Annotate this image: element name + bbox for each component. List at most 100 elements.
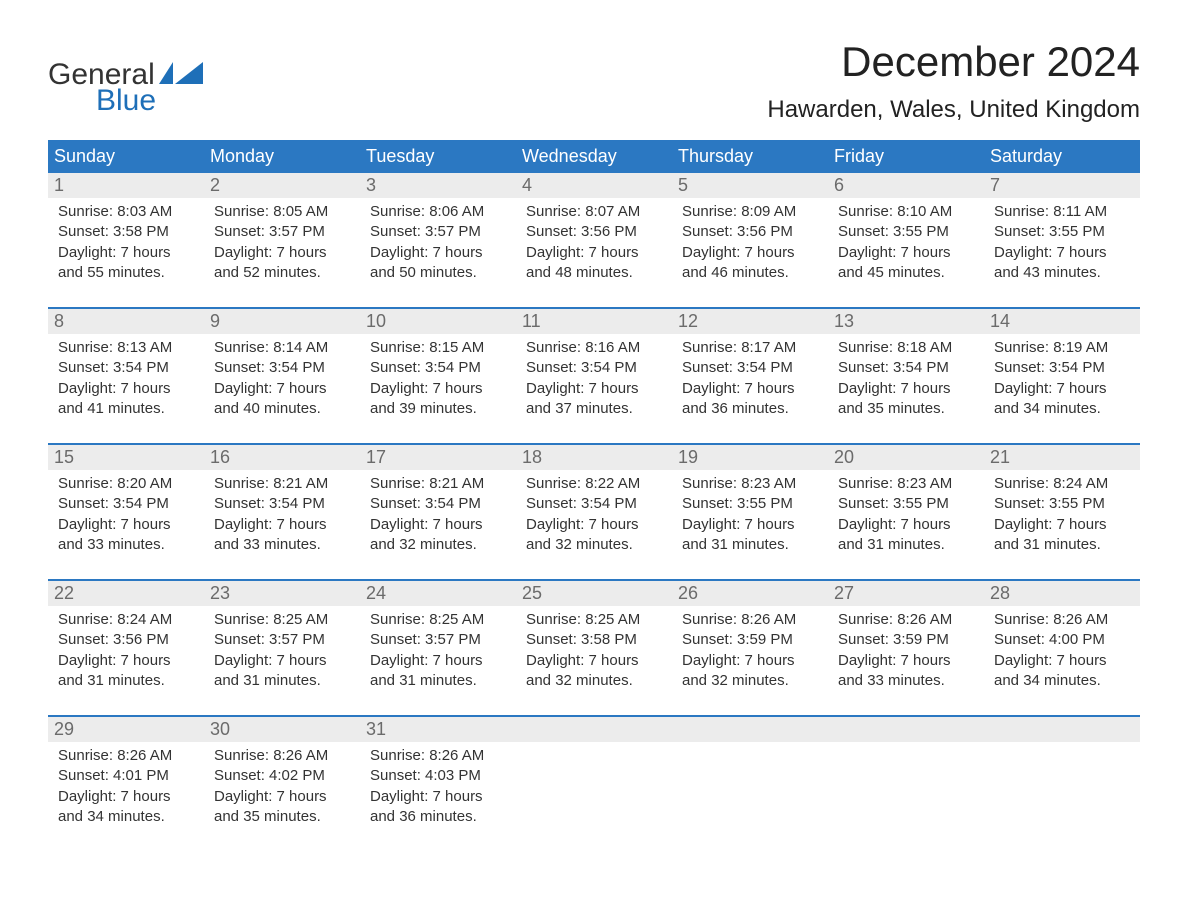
day-number: 23 (204, 581, 360, 606)
daylight-line-1: Daylight: 7 hours (214, 651, 354, 671)
sunrise-line: Sunrise: 8:26 AM (58, 746, 198, 766)
day-cell: Sunrise: 8:26 AMSunset: 4:02 PMDaylight:… (204, 742, 360, 831)
day-number: 25 (516, 581, 672, 606)
day-cell: Sunrise: 8:25 AMSunset: 3:58 PMDaylight:… (516, 606, 672, 695)
daylight-line-1: Daylight: 7 hours (838, 651, 978, 671)
day-number: 17 (360, 445, 516, 470)
day-number: 11 (516, 309, 672, 334)
day-cell: Sunrise: 8:25 AMSunset: 3:57 PMDaylight:… (360, 606, 516, 695)
day-number: 3 (360, 173, 516, 198)
daylight-line-2: and 32 minutes. (526, 535, 666, 555)
daylight-line-2: and 31 minutes. (994, 535, 1134, 555)
sunset-line: Sunset: 3:56 PM (682, 222, 822, 242)
daylight-line-1: Daylight: 7 hours (994, 243, 1134, 263)
sunset-line: Sunset: 3:54 PM (526, 358, 666, 378)
daylight-line-2: and 34 minutes. (994, 399, 1134, 419)
sunrise-line: Sunrise: 8:20 AM (58, 474, 198, 494)
sunset-line: Sunset: 3:54 PM (214, 494, 354, 514)
sunset-line: Sunset: 3:59 PM (838, 630, 978, 650)
sunrise-line: Sunrise: 8:09 AM (682, 202, 822, 222)
sunset-line: Sunset: 3:54 PM (58, 358, 198, 378)
sunset-line: Sunset: 3:55 PM (994, 494, 1134, 514)
sunrise-line: Sunrise: 8:26 AM (994, 610, 1134, 630)
sunset-line: Sunset: 3:57 PM (370, 630, 510, 650)
daylight-line-1: Daylight: 7 hours (838, 515, 978, 535)
sunset-line: Sunset: 3:55 PM (682, 494, 822, 514)
day-number: 22 (48, 581, 204, 606)
day-cell: Sunrise: 8:11 AMSunset: 3:55 PMDaylight:… (984, 198, 1140, 287)
day-cell: Sunrise: 8:26 AMSunset: 4:00 PMDaylight:… (984, 606, 1140, 695)
weekday-header: Monday (204, 140, 360, 173)
daylight-line-2: and 43 minutes. (994, 263, 1134, 283)
sunset-line: Sunset: 3:55 PM (838, 222, 978, 242)
sunset-line: Sunset: 4:01 PM (58, 766, 198, 786)
brand-word-2: Blue (48, 86, 203, 116)
daylight-line-1: Daylight: 7 hours (58, 651, 198, 671)
day-cell: Sunrise: 8:21 AMSunset: 3:54 PMDaylight:… (204, 470, 360, 559)
sunset-line: Sunset: 3:57 PM (370, 222, 510, 242)
day-number: 26 (672, 581, 828, 606)
daylight-line-2: and 35 minutes. (838, 399, 978, 419)
weekday-header: Tuesday (360, 140, 516, 173)
day-number: 14 (984, 309, 1140, 334)
sunrise-line: Sunrise: 8:24 AM (994, 474, 1134, 494)
weekday-header: Wednesday (516, 140, 672, 173)
daylight-line-2: and 33 minutes. (214, 535, 354, 555)
day-number: 2 (204, 173, 360, 198)
sunrise-line: Sunrise: 8:26 AM (370, 746, 510, 766)
daylight-line-1: Daylight: 7 hours (682, 515, 822, 535)
day-number (828, 717, 984, 742)
day-cell: Sunrise: 8:18 AMSunset: 3:54 PMDaylight:… (828, 334, 984, 423)
sunrise-line: Sunrise: 8:25 AM (370, 610, 510, 630)
sunrise-line: Sunrise: 8:21 AM (214, 474, 354, 494)
day-cell: Sunrise: 8:15 AMSunset: 3:54 PMDaylight:… (360, 334, 516, 423)
day-cell: Sunrise: 8:26 AMSunset: 3:59 PMDaylight:… (828, 606, 984, 695)
sunrise-line: Sunrise: 8:05 AM (214, 202, 354, 222)
sunset-line: Sunset: 3:58 PM (58, 222, 198, 242)
day-cell: Sunrise: 8:24 AMSunset: 3:56 PMDaylight:… (48, 606, 204, 695)
day-cell: Sunrise: 8:05 AMSunset: 3:57 PMDaylight:… (204, 198, 360, 287)
sunrise-line: Sunrise: 8:06 AM (370, 202, 510, 222)
sunrise-line: Sunrise: 8:11 AM (994, 202, 1134, 222)
sunset-line: Sunset: 3:54 PM (994, 358, 1134, 378)
sunset-line: Sunset: 3:57 PM (214, 222, 354, 242)
day-number: 9 (204, 309, 360, 334)
weekday-header-row: Sunday Monday Tuesday Wednesday Thursday… (48, 140, 1140, 173)
calendar-week: 22232425262728Sunrise: 8:24 AMSunset: 3:… (48, 579, 1140, 695)
day-number (516, 717, 672, 742)
day-cell: Sunrise: 8:14 AMSunset: 3:54 PMDaylight:… (204, 334, 360, 423)
daylight-line-1: Daylight: 7 hours (994, 379, 1134, 399)
day-number: 28 (984, 581, 1140, 606)
day-cell: Sunrise: 8:22 AMSunset: 3:54 PMDaylight:… (516, 470, 672, 559)
day-number: 24 (360, 581, 516, 606)
daylight-line-1: Daylight: 7 hours (370, 515, 510, 535)
calendar: Sunday Monday Tuesday Wednesday Thursday… (48, 140, 1140, 831)
daylight-line-2: and 46 minutes. (682, 263, 822, 283)
sunrise-line: Sunrise: 8:19 AM (994, 338, 1134, 358)
sunrise-line: Sunrise: 8:24 AM (58, 610, 198, 630)
sunset-line: Sunset: 3:58 PM (526, 630, 666, 650)
day-cell: Sunrise: 8:26 AMSunset: 4:01 PMDaylight:… (48, 742, 204, 831)
brand-logo: General Blue (48, 38, 203, 116)
daylight-line-2: and 34 minutes. (58, 807, 198, 827)
sunset-line: Sunset: 3:54 PM (370, 358, 510, 378)
calendar-week: 1234567Sunrise: 8:03 AMSunset: 3:58 PMDa… (48, 173, 1140, 287)
day-number: 21 (984, 445, 1140, 470)
day-number-row: 1234567 (48, 173, 1140, 198)
day-number: 30 (204, 717, 360, 742)
daylight-line-2: and 35 minutes. (214, 807, 354, 827)
daylight-line-2: and 31 minutes. (838, 535, 978, 555)
day-number: 29 (48, 717, 204, 742)
page-header: General Blue December 2024 Hawarden, Wal… (48, 38, 1140, 124)
day-number-row: 891011121314 (48, 309, 1140, 334)
sunrise-line: Sunrise: 8:07 AM (526, 202, 666, 222)
daylight-line-1: Daylight: 7 hours (370, 787, 510, 807)
daylight-line-2: and 36 minutes. (682, 399, 822, 419)
sunset-line: Sunset: 3:54 PM (526, 494, 666, 514)
day-cell (828, 742, 984, 831)
day-number-row: 22232425262728 (48, 581, 1140, 606)
daylight-line-1: Daylight: 7 hours (682, 379, 822, 399)
calendar-week: 293031Sunrise: 8:26 AMSunset: 4:01 PMDay… (48, 715, 1140, 831)
daylight-line-1: Daylight: 7 hours (682, 243, 822, 263)
weekday-header: Thursday (672, 140, 828, 173)
